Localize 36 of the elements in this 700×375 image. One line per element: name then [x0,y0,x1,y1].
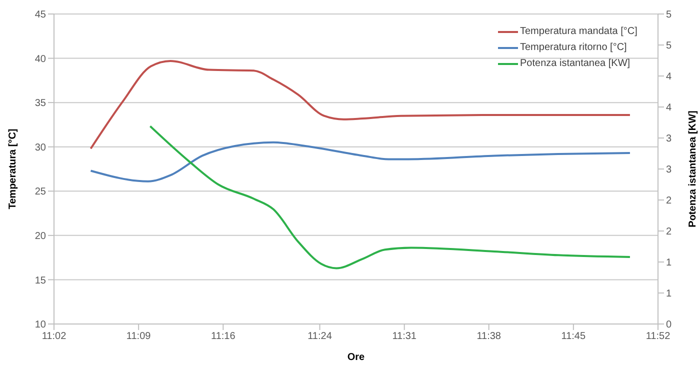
y-tick-label: 20 [34,230,46,242]
y2-tick-label: 3 [666,164,672,176]
y2-tick-label: 4 [666,72,672,83]
y2-tick-label: 1 [666,288,672,300]
line-series [90,141,631,182]
x-tick-label: 11:31 [392,331,417,342]
y2-tick-label: 3 [666,134,672,145]
y-tick-label: 35 [34,98,46,110]
x-tick-label: 11:16 [211,331,236,342]
legend-label: Temperatura ritorno [°C] [520,41,627,55]
y2-axis-title: Potenza istantanea [KW] [688,110,699,228]
y-tick-label: 25 [34,186,46,198]
y-axis-title: Temperatura [°C] [8,128,19,210]
x-axis-title: Ore [347,352,366,363]
y2-tick-label: 5 [666,40,672,52]
y2-tick-label: 5 [666,10,672,21]
x-tick-label: 11:02 [42,331,67,342]
legend-label: Potenza istantanea [KW] [520,57,630,71]
y-tick-label: 30 [34,142,46,154]
x-tick-label: 11:45 [561,331,586,342]
x-tick-label: 11:24 [308,331,332,342]
y2-tick-label: 2 [666,226,672,238]
line-series [90,60,631,150]
x-tick-label: 11:52 [646,331,671,342]
y2-tick-label: 4 [666,102,672,114]
y-tick-label: 40 [34,54,46,65]
y2-tick-label: 0 [666,320,672,331]
legend-label: Temperatura mandata [°C] [520,25,638,39]
y-tick-label: 10 [34,320,46,331]
y-tick-label: 15 [34,275,46,286]
x-tick-label: 11:09 [126,331,152,342]
line-series [149,125,631,270]
x-tick-label: 11:38 [476,331,502,342]
y2-tick-label: 2 [666,196,672,207]
y2-tick-label: 1 [666,258,672,269]
y-tick-label: 45 [34,10,46,21]
